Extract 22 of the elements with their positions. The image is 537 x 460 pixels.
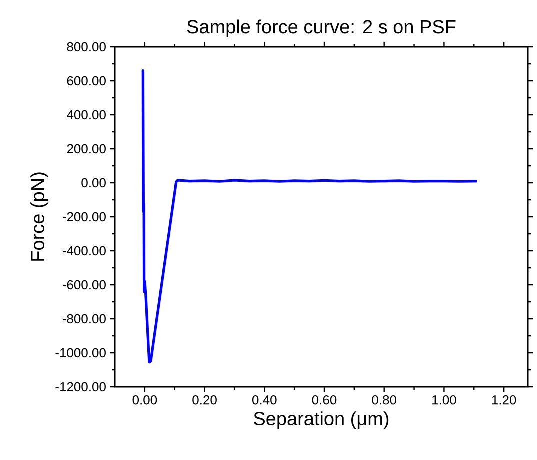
chart-title: Sample force curve: 2 s on PSF [187, 20, 456, 38]
line-series [142, 69, 478, 364]
y-tick-label: 0.00 [82, 178, 106, 188]
y-tick-label: -400.00 [62, 246, 106, 256]
y-tick-label: -200.00 [62, 212, 106, 222]
x-tick-label: 1.00 [432, 396, 456, 405]
x-axis-title: Separation (μm) [254, 412, 389, 430]
x-tick-label: 0.20 [192, 396, 217, 405]
x-tick-label: 0.80 [372, 396, 396, 405]
y-tick-label: -1000.00 [56, 348, 106, 358]
y-tick-label: 400.00 [67, 110, 106, 120]
y-axis-title: Force (pN) [30, 172, 48, 261]
y-tick-label: 600.00 [67, 76, 106, 86]
x-tick-label: 1.20 [492, 396, 516, 405]
y-tick-label: 200.00 [67, 144, 106, 154]
x-tick-label: 0.40 [252, 396, 277, 405]
y-tick-label: 800.00 [67, 42, 106, 52]
y-tick-label: -1200.00 [56, 382, 106, 392]
y-tick-label: -600.00 [62, 280, 106, 290]
y-tick-label: -800.00 [62, 314, 106, 324]
x-tick-label: 0.60 [312, 396, 337, 405]
x-tick-label: 0.00 [132, 396, 158, 405]
